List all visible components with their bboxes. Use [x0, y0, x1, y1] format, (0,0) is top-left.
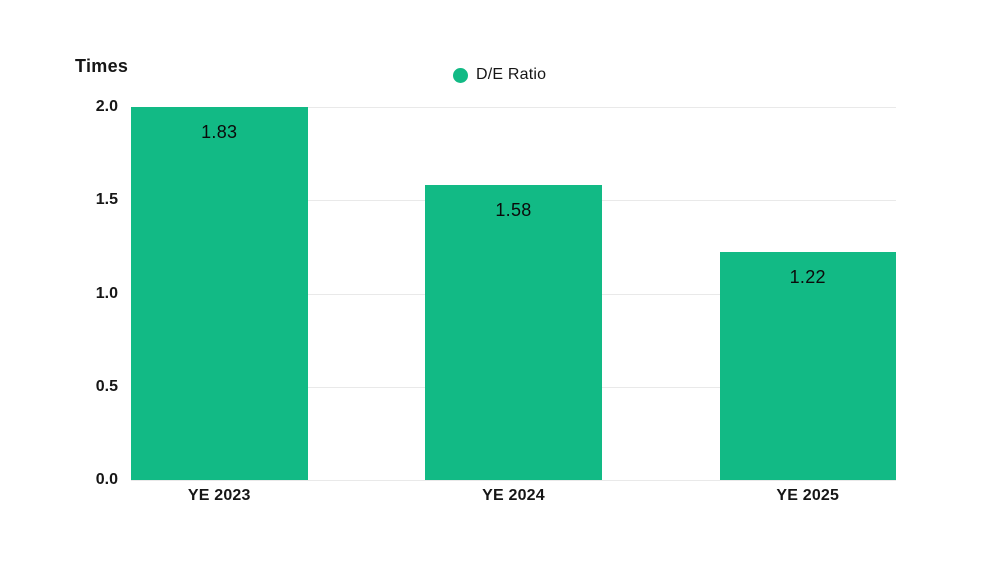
gridline: [131, 480, 896, 481]
bar-value-label: 1.83: [201, 122, 238, 142]
legend: D/E Ratio: [453, 66, 546, 84]
bar-value-label: 1.58: [495, 200, 532, 221]
y-axis-title: Times: [75, 56, 129, 76]
y-tick-label: 1.0: [95, 284, 118, 302]
y-tick-label: 2.0: [95, 98, 118, 115]
y-axis: 2.0 1.5 1.0 0.5 0.0: [0, 98, 118, 488]
legend-label: D/E Ratio: [476, 66, 547, 83]
plot-area: 1.83 1.58 1.22: [131, 107, 896, 481]
y-tick-label: 0.0: [95, 471, 118, 488]
bar-value-label: 1.22: [789, 267, 826, 288]
legend-marker-icon: [453, 67, 468, 83]
gridline: [131, 107, 896, 108]
y-tick-label: 1.5: [95, 191, 118, 209]
bar: 1.22: [719, 252, 896, 480]
bar: 1.83: [131, 107, 308, 480]
x-tick-label: YE 2025: [776, 487, 840, 504]
bar: 1.58: [425, 185, 602, 480]
x-axis: YE 2023 YE 2024 YE 2025: [131, 486, 896, 508]
y-tick-label: 0.5: [95, 377, 118, 395]
x-tick-label: YE 2024: [482, 487, 545, 504]
x-tick-label: YE 2023: [187, 487, 251, 504]
